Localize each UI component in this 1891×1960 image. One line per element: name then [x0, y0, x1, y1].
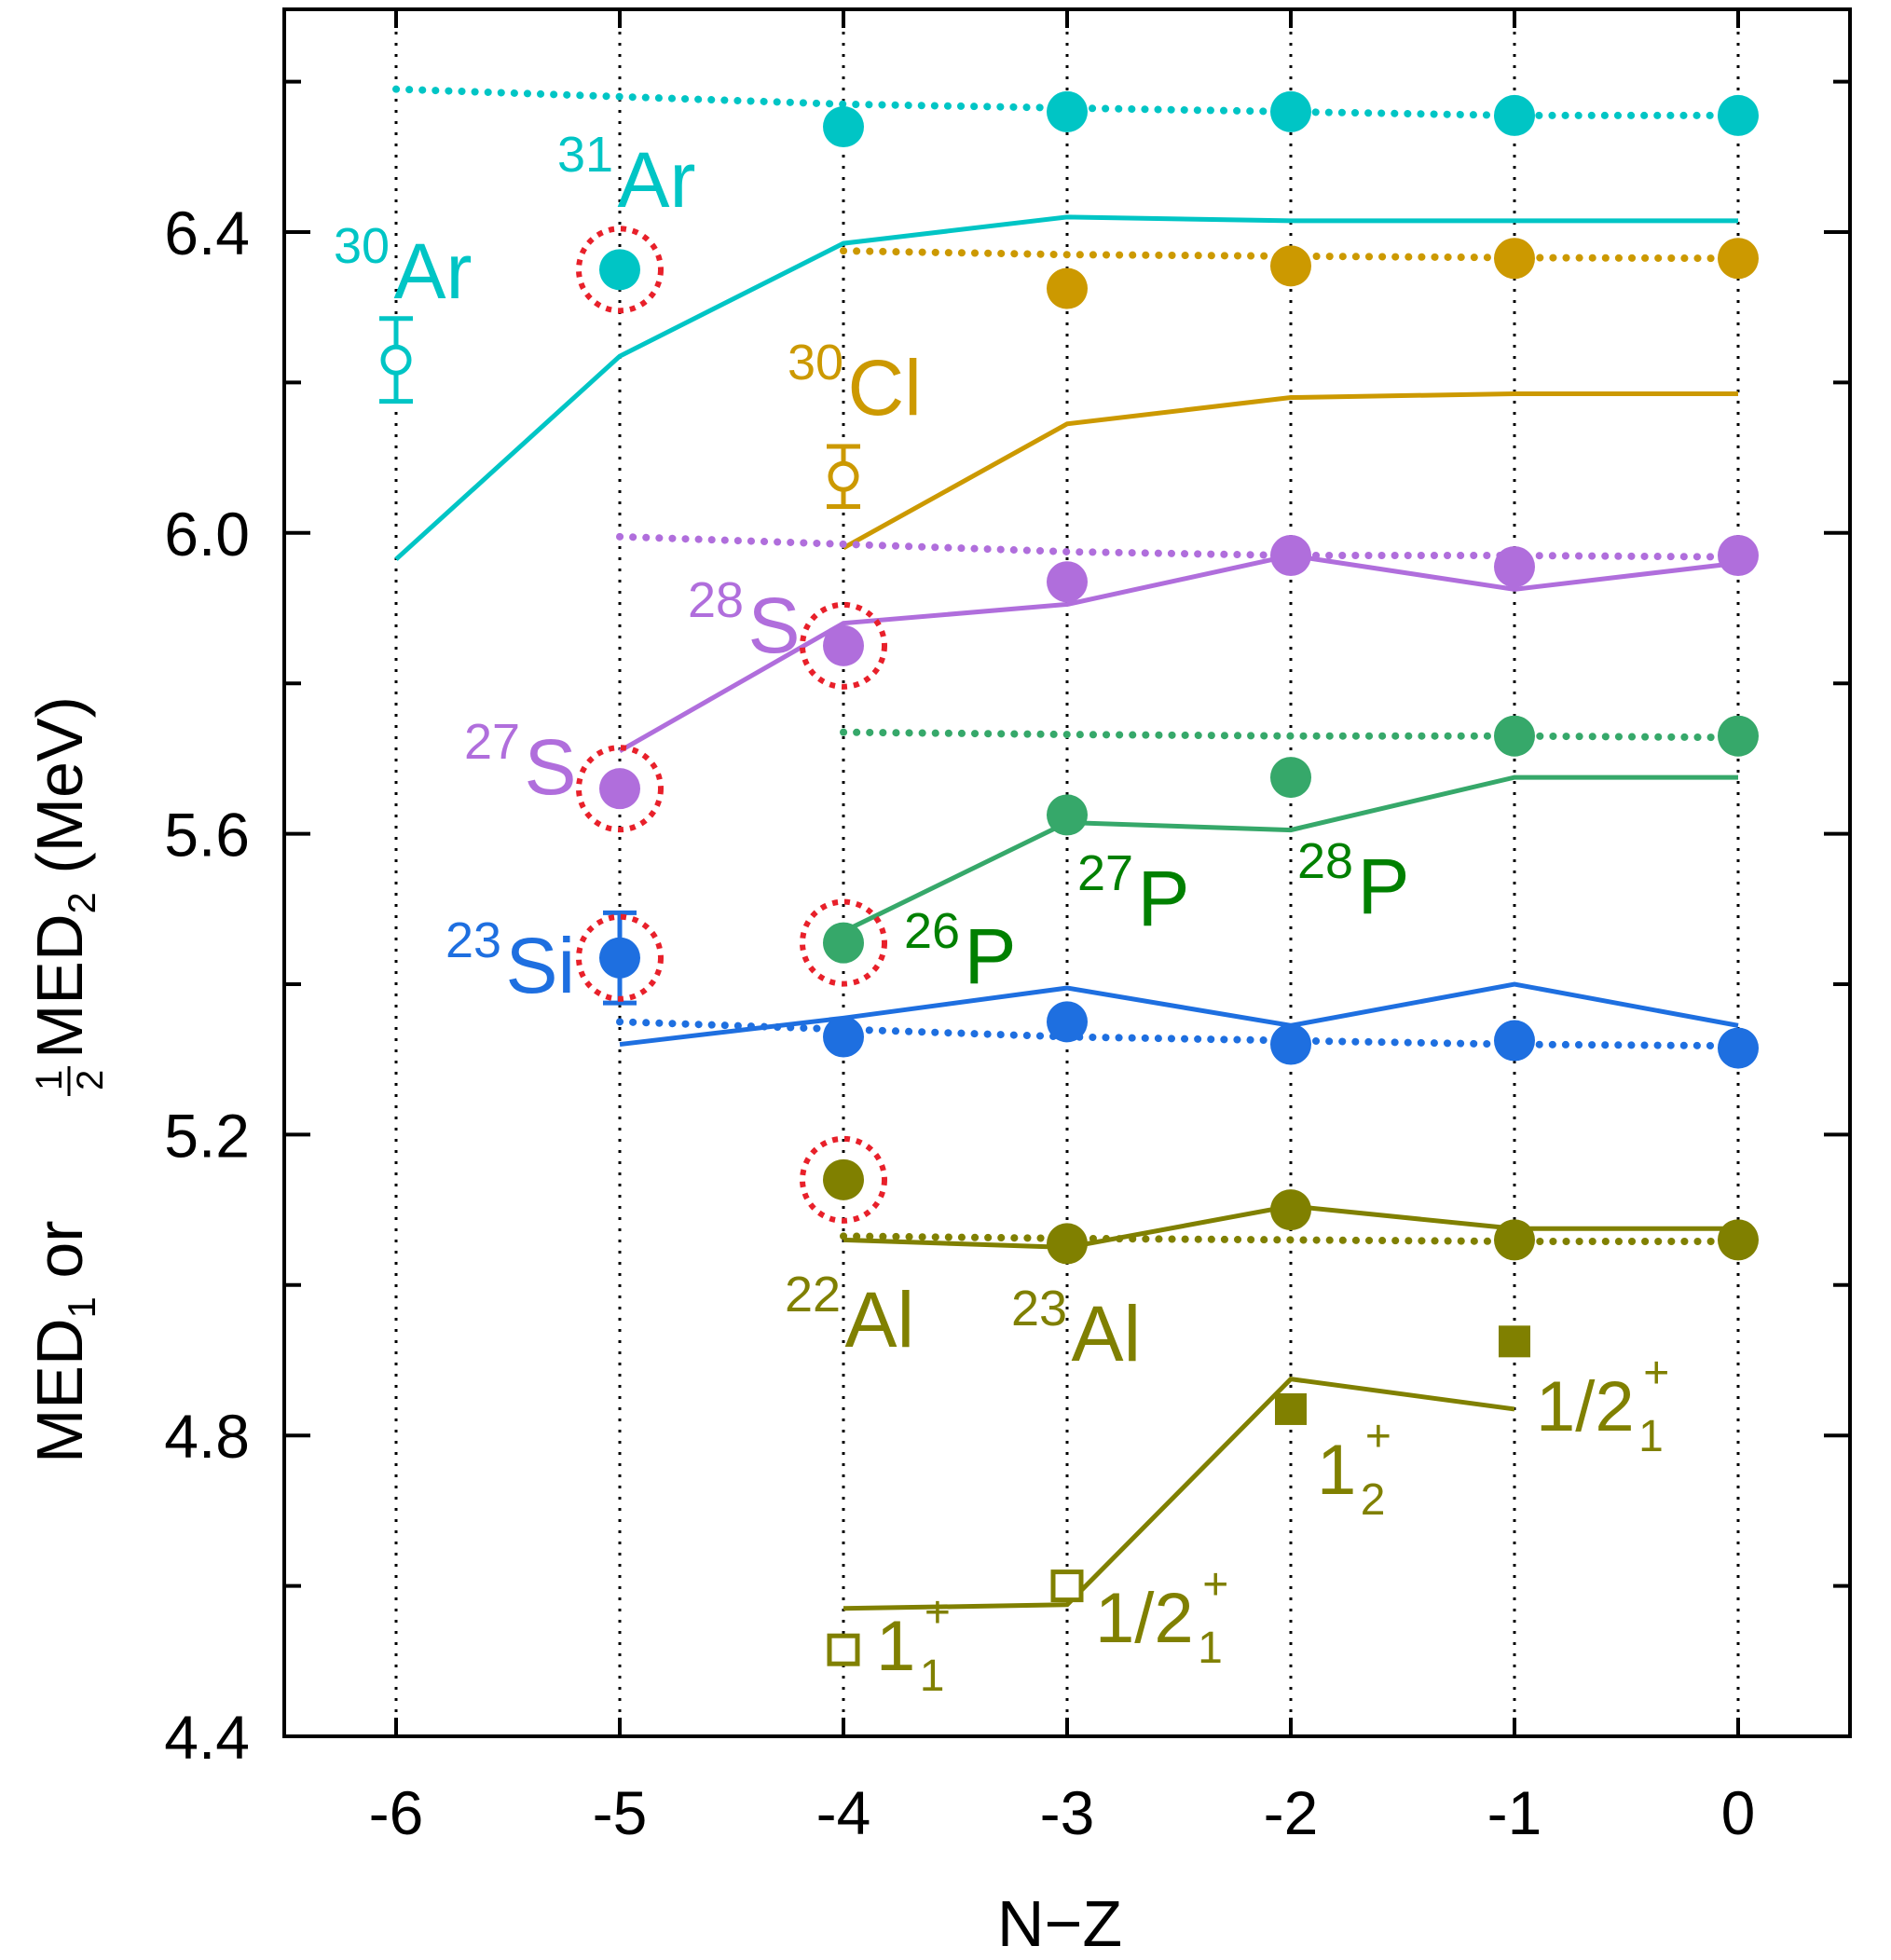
- label-28P: 28 P: [1297, 833, 1410, 930]
- data-point: [1047, 90, 1088, 132]
- data-point-highlighted: [599, 937, 640, 979]
- highlight-ring: [576, 913, 664, 1002]
- label-30Ar: 30 Ar: [334, 218, 473, 315]
- highlight-ring: [800, 601, 887, 690]
- data-point-highlighted: [823, 922, 864, 964]
- x-tick-label: -5: [593, 1778, 648, 1847]
- open-point: [380, 344, 412, 376]
- label-27S: 27 S: [464, 714, 577, 811]
- data-point: [1270, 1189, 1311, 1231]
- label-30Cl: 30 Cl: [788, 335, 922, 432]
- data-point: [1270, 245, 1311, 287]
- y-tick-label: 4.8: [164, 1402, 250, 1471]
- state-label-1-2plus: 1 2 +: [1317, 1412, 1391, 1525]
- series-points: [379, 90, 1759, 1666]
- x-tick-label: -4: [816, 1778, 871, 1847]
- data-point: [1270, 1023, 1311, 1065]
- state-label-half-1plus-b: 1/2 1 +: [1536, 1349, 1669, 1461]
- filled-square: [1275, 1392, 1307, 1425]
- data-point-highlighted: [599, 768, 640, 810]
- data-point: [1494, 238, 1535, 280]
- state-label-1-1plus: 1 1 +: [876, 1588, 951, 1701]
- label-31Ar: 31 Ar: [557, 127, 696, 224]
- data-point: [1718, 1027, 1759, 1069]
- data-point: [1494, 1020, 1535, 1062]
- open-point: [828, 460, 859, 492]
- y-tick-label: 6.0: [164, 500, 250, 569]
- label-23Si: 23 Si: [445, 912, 575, 1009]
- data-point-highlighted: [599, 249, 640, 291]
- data-point-highlighted: [823, 1158, 864, 1200]
- solid-line-Si: [619, 981, 1739, 1048]
- data-point: [1718, 238, 1759, 280]
- y-axis-fraction-num: 1: [29, 1070, 70, 1090]
- solid-line-P: [842, 774, 1738, 934]
- data-point: [1494, 546, 1535, 588]
- x-tick-label: 0: [1721, 1778, 1756, 1847]
- data-point: [1047, 794, 1088, 836]
- vertical-gridlines: [394, 9, 1740, 1736]
- x-tick-label: -2: [1264, 1778, 1319, 1847]
- label-27P: 27 P: [1077, 845, 1190, 942]
- label-22Al: 22 Al: [785, 1267, 914, 1364]
- highlight-ring: [576, 745, 664, 833]
- data-point: [1718, 715, 1759, 757]
- data-point: [1047, 1001, 1088, 1043]
- data-point: [1494, 715, 1535, 757]
- label-26P: 26 P: [904, 903, 1017, 1000]
- solid-line-S: [618, 553, 1739, 754]
- x-tick-label: -6: [369, 1778, 424, 1847]
- dotted-line-S: [616, 532, 1742, 561]
- highlight-ring: [800, 898, 887, 987]
- y-tick-label: 5.2: [164, 1101, 250, 1170]
- svg-text:MED2 (MeV): MED2 (MeV): [23, 696, 103, 1059]
- data-point: [1270, 757, 1311, 799]
- data-point: [1270, 90, 1311, 132]
- data-point: [1494, 94, 1535, 136]
- data-point: [1494, 1219, 1535, 1261]
- y-tick-label: 6.4: [164, 199, 250, 267]
- open-square: [827, 1633, 860, 1666]
- axis-ticks: -6 -5 -4 -3 -2 -1 0 4.4 4.8 5.2 5.6 6.0 6.4: [164, 9, 1850, 1847]
- x-tick-label: -3: [1040, 1778, 1095, 1847]
- dotted-line-Si: [616, 1018, 1742, 1050]
- data-point: [823, 1016, 864, 1058]
- y-axis-fraction-den: 2: [70, 1070, 111, 1090]
- data-point: [1047, 561, 1088, 603]
- open-square: [1050, 1569, 1084, 1603]
- solid-line-Cl: [842, 391, 1738, 551]
- solid-line-Al excited: [843, 1377, 1515, 1611]
- state-labels: 1 1 + 1/2 1 + 1 2 + 1/2 1 +: [876, 1349, 1669, 1701]
- filled-square: [1499, 1325, 1530, 1358]
- data-point: [1718, 535, 1759, 577]
- label-23Al: 23 Al: [1011, 1281, 1141, 1377]
- data-point-highlighted: [823, 624, 864, 666]
- y-tick-label: 5.6: [164, 801, 250, 870]
- dotted-line-P: [840, 728, 1742, 742]
- state-label-half-1plus-a: 1/2 1 +: [1095, 1560, 1228, 1673]
- y-tick-label: 4.4: [164, 1703, 250, 1772]
- x-tick-label: -1: [1487, 1778, 1542, 1847]
- data-point: [1270, 535, 1311, 577]
- x-axis-title: N−Z: [997, 1887, 1122, 1960]
- data-point: [1718, 94, 1759, 136]
- data-point: [1047, 267, 1088, 309]
- highlight-ring: [576, 226, 664, 314]
- nuclide-labels: 31 Ar 30 Ar 30 Cl 28 S 27 S 27 P 28 P 26: [334, 127, 1410, 1377]
- svg-text:MED1 or: MED1 or: [23, 1220, 103, 1463]
- data-point: [1047, 1223, 1088, 1265]
- highlight-ring: [800, 1135, 887, 1224]
- solid-line-Ar: [394, 214, 1738, 561]
- data-point: [1718, 1219, 1759, 1261]
- data-point: [823, 106, 864, 148]
- y-axis-title: MED1 or 1 2 MED2 (MeV): [23, 696, 111, 1463]
- dotted-line-Al: [840, 1232, 1742, 1245]
- label-28S: 28 S: [688, 572, 801, 669]
